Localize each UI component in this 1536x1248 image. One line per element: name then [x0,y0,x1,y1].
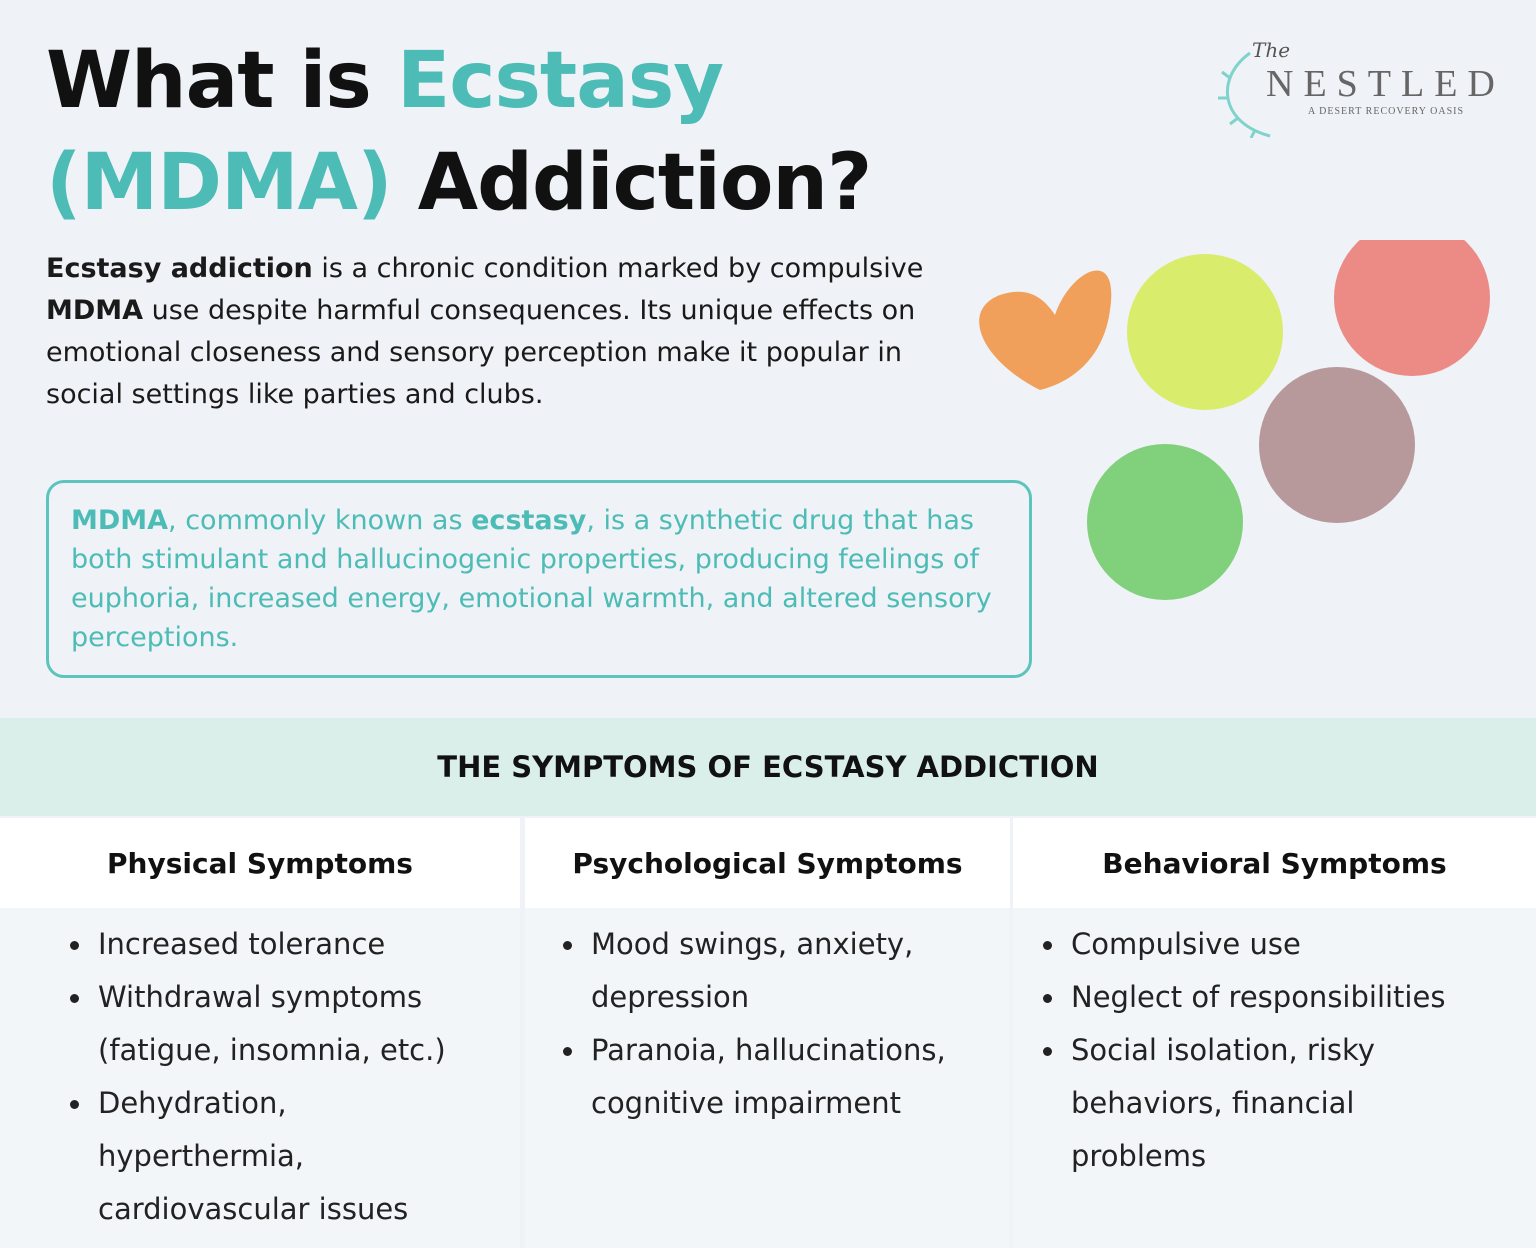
section-title: THE SYMPTOMS OF ECSTASY ADDICTION [0,718,1536,816]
leaf-wreath-icon [1218,51,1271,138]
column-heading: Physical Symptoms [0,818,520,908]
list-item: Neglect of responsibilities [1043,971,1536,1024]
pink-heart-pill [1334,220,1490,376]
logo-name: NESTLED [1266,63,1505,105]
page-title: What is Ecstasy (MDMA) Addiction? [46,30,872,234]
logo-tagline: A DESERT RECOVERY OASIS [1308,106,1465,117]
definition-text: , commonly known as [168,505,472,536]
list-item: Increased tolerance [70,918,520,971]
purple-skull-pill [1259,367,1415,523]
title-text: Addiction? [391,138,872,228]
title-text: What is [46,36,397,126]
list-item: Withdrawal symptoms (fatigue, insomnia, … [70,971,470,1077]
intro-bold: MDMA [46,295,144,326]
title-highlight: (MDMA) [46,138,393,228]
logo-the: The [1252,38,1291,62]
column-heading: Psychological Symptoms [525,818,1010,908]
orange-heart-pill [979,270,1112,390]
intro-bold: Ecstasy addiction [46,253,313,284]
yellow-star-pill [1127,254,1283,410]
list-item: Dehydration, hyperthermia, cardiovascula… [70,1077,440,1236]
intro-text: use despite harmful consequences. Its un… [46,295,916,410]
title-highlight: Ecstasy [396,36,724,126]
psychological-symptoms-column: Psychological Symptoms Mood swings, anxi… [525,818,1010,1248]
list-item: Social isolation, risky behaviors, finan… [1043,1024,1403,1183]
intro-paragraph: Ecstasy addiction is a chronic condition… [46,248,946,416]
list-item: Paranoia, hallucinations, cognitive impa… [563,1024,973,1130]
definition-bold: ecstasy [471,505,587,536]
list-item: Mood swings, anxiety, depression [563,918,943,1024]
column-heading: Behavioral Symptoms [1013,818,1536,908]
definition-bold: MDMA [71,505,169,536]
intro-text: is a chronic condition marked by compuls… [312,253,924,284]
green-alien-pill [1087,444,1243,600]
list-item: Compulsive use [1043,918,1536,971]
nestled-logo: The NESTLED A DESERT RECOVERY OASIS [1210,38,1510,138]
physical-symptoms-column: Physical Symptoms Increased tolerance Wit… [0,818,520,1248]
definition-box: MDMA, commonly known as ecstasy, is a sy… [46,480,1032,678]
behavioral-symptoms-column: Behavioral Symptoms Compulsive use Neglec… [1013,818,1536,1248]
ecstasy-pills-image [960,220,1520,610]
definition-text: , is a synthetic drug that has both stim… [71,505,992,653]
